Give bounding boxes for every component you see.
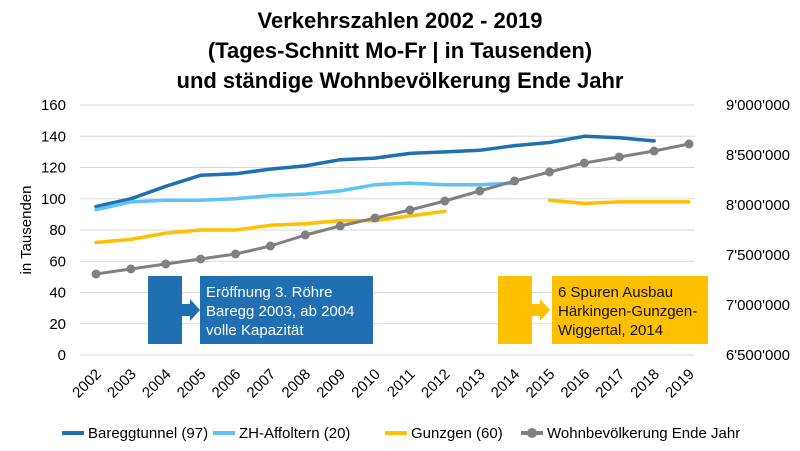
chart-title-line: und ständige Wohnbevölkerung Ende Jahr	[177, 68, 624, 93]
x-tick-label: 2010	[348, 366, 384, 402]
annotation-box: 6 Spuren Ausbau Härkingen-Gunzgen- Wiggert…	[498, 276, 708, 344]
x-tick-label: 2008	[279, 366, 315, 402]
data-point	[544, 167, 554, 177]
x-tick-label: 2007	[244, 366, 280, 402]
x-tick-label: 2004	[139, 366, 175, 402]
series-line	[94, 142, 691, 276]
series-layer	[91, 134, 694, 279]
data-point	[614, 152, 624, 162]
series-gunzgen-60-	[94, 198, 691, 245]
x-tick-label: 2015	[523, 366, 559, 402]
legend-item: Wohnbevölkerung Ende Jahr	[521, 425, 740, 442]
legend-item: Gunzgen (60)	[385, 425, 503, 442]
series-zh-affoltern-20-	[94, 181, 517, 212]
chart-title-line: Verkehrszahlen 2002 - 2019	[258, 8, 543, 33]
y-tick-label: 100	[41, 191, 66, 208]
x-tick-label: 2011	[384, 366, 419, 401]
data-point	[91, 269, 101, 279]
data-point	[265, 241, 275, 251]
y-tick-label: 60	[49, 253, 66, 270]
data-point	[300, 230, 310, 240]
x-tick-label: 2014	[488, 366, 524, 402]
x-tick-label: 2003	[104, 366, 140, 402]
y-tick-label: 20	[49, 316, 66, 333]
series-line	[547, 198, 691, 206]
data-point	[440, 196, 450, 206]
annotation-text: Baregg 2003, ab 2004	[206, 303, 354, 320]
y2-tick-label: 8'500'000	[726, 147, 790, 164]
series-wohnbev-lkerung-ende-jahr	[91, 139, 694, 279]
data-point	[475, 186, 485, 196]
data-point	[649, 146, 659, 156]
series-line	[94, 181, 517, 212]
y-axis-right: 6'500'000 7'000'000 7'500'000 8'000'000 8'50…	[726, 97, 790, 364]
y-tick-label: 40	[49, 285, 66, 302]
x-tick-label: 2009	[313, 366, 349, 402]
annotation-text: Eröffnung 3. Röhre	[206, 284, 332, 301]
annotation-panel	[200, 276, 373, 344]
legend-marker	[527, 428, 537, 438]
x-tick-label: 2019	[662, 366, 698, 402]
chart-title-line: (Tages-Schnitt Mo-Fr | in Tausenden)	[208, 38, 592, 63]
y-axis-left: 0 20 40 60 80 100 120 140 160	[41, 97, 66, 364]
y-tick-label: 140	[41, 128, 66, 145]
annotation-panel	[552, 276, 708, 344]
series-line	[94, 209, 447, 245]
legend-label: Gunzgen (60)	[411, 425, 503, 442]
x-tick-label: 2005	[174, 366, 210, 402]
data-point	[335, 221, 345, 231]
y-tick-label: 0	[58, 347, 66, 364]
y2-tick-label: 7'000'000	[726, 297, 790, 314]
annotation-tab	[148, 276, 182, 344]
chart-title: Verkehrszahlen 2002 - 2019 (Tages-Schnitt…	[177, 8, 624, 93]
y2-tick-label: 6'500'000	[726, 347, 790, 364]
legend-item: ZH-Affoltern (20)	[213, 425, 350, 442]
x-tick-label: 2018	[627, 366, 663, 402]
series-bareggtunnel-97-	[94, 134, 656, 209]
annotation-text: 6 Spuren Ausbau	[558, 284, 673, 301]
data-point	[126, 264, 136, 274]
x-tick-label: 2006	[209, 366, 245, 402]
series-line	[94, 134, 656, 209]
data-point	[161, 259, 171, 269]
annotation-text: Härkingen-Gunzgen-	[558, 303, 697, 320]
x-tick-label: 2012	[418, 366, 454, 402]
y-axis-label: in Tausenden	[18, 186, 35, 275]
legend-item: Bareggtunnel (97)	[62, 425, 208, 442]
legend-label: ZH-Affoltern (20)	[239, 425, 350, 442]
legend-label: Wohnbevölkerung Ende Jahr	[547, 425, 740, 442]
y-tick-label: 160	[41, 97, 66, 114]
x-tick-label: 2017	[592, 366, 628, 402]
legend: Bareggtunnel (97) ZH-Affoltern (20) Gunzge…	[62, 425, 740, 442]
x-tick-label: 2002	[69, 366, 105, 402]
data-point	[196, 254, 206, 264]
legend-label: Bareggtunnel (97)	[88, 425, 208, 442]
annotation-text: volle Kapazität	[206, 322, 304, 339]
annotation-tab	[498, 276, 532, 344]
annotations: Eröffnung 3. Röhre Baregg 2003, ab 2004 vo…	[148, 276, 708, 344]
data-point	[684, 139, 694, 149]
y2-tick-label: 8'000'000	[726, 197, 790, 214]
y2-tick-label: 9'000'000	[726, 97, 790, 114]
data-point	[405, 205, 415, 215]
x-axis: 2002 2003 2004 2005 2006 2007 2008 2009 2010 2011…	[69, 366, 698, 402]
annotation-box: Eröffnung 3. Röhre Baregg 2003, ab 2004 vo…	[148, 276, 373, 344]
y2-tick-label: 7'500'000	[726, 247, 790, 264]
data-point	[579, 158, 589, 168]
annotation-arrow	[532, 299, 550, 321]
x-tick-label: 2013	[453, 366, 489, 402]
annotation-text: Wiggertal, 2014	[558, 322, 663, 339]
x-tick-label: 2016	[558, 366, 594, 402]
data-point	[370, 213, 380, 223]
y-tick-label: 120	[41, 160, 66, 177]
data-point	[231, 249, 241, 259]
data-point	[510, 176, 520, 186]
annotation-arrow	[182, 299, 200, 321]
y-tick-label: 80	[49, 222, 66, 239]
